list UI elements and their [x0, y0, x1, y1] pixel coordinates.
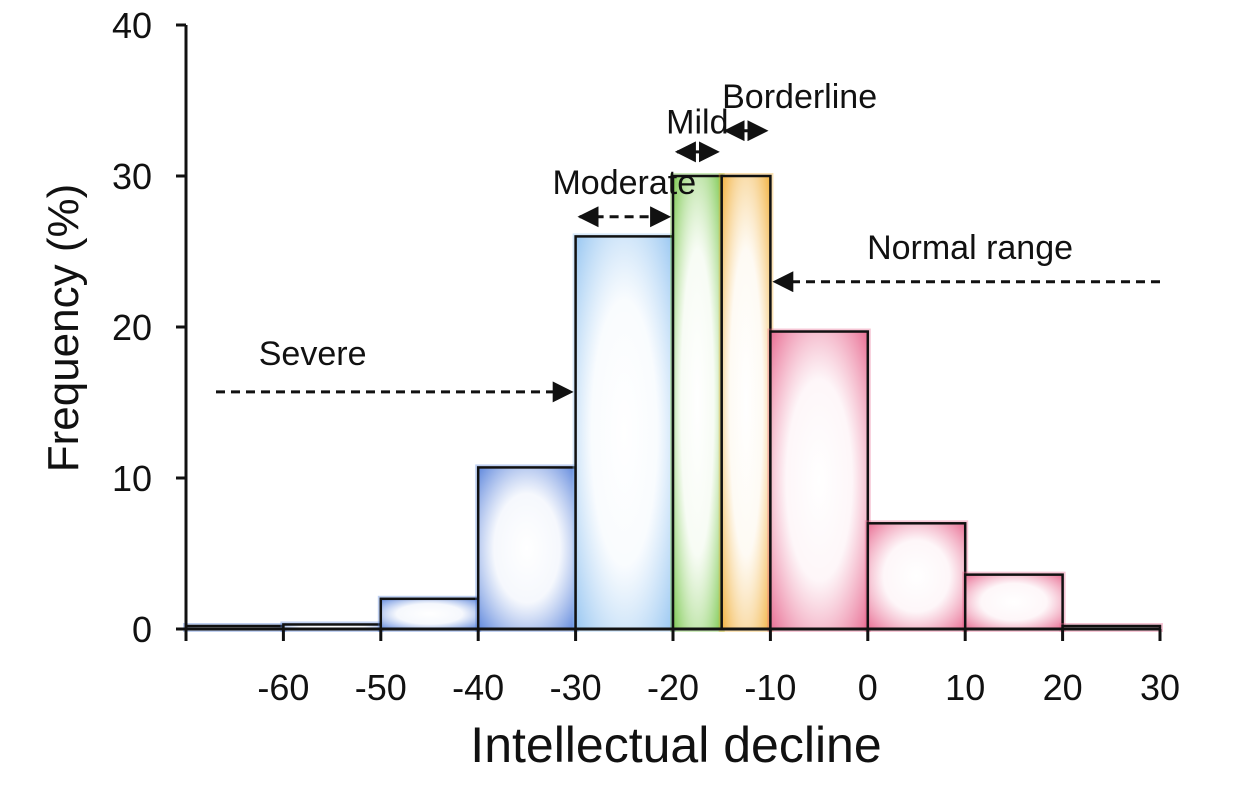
bar-mild [671, 174, 723, 631]
x-tick-label: -50 [355, 667, 407, 708]
y-tick-label: 30 [112, 156, 152, 197]
y-tick-label: 20 [112, 307, 152, 348]
bar-severe [476, 466, 577, 631]
y-axis-title: Frequency (%) [39, 184, 88, 473]
axes-layer: 0 10 20 30 40 -60 -50 -40 -30 -20 -10 0 10 20 30 [112, 5, 1180, 708]
x-tick-label: -10 [744, 667, 796, 708]
annotation-label-severe: Severe [259, 335, 367, 373]
x-tick-label: 0 [858, 667, 878, 708]
annotation-label-moderate: Moderate [552, 164, 696, 202]
annotation-label-normal-range: Normal range [867, 229, 1073, 267]
bar-severe [379, 597, 480, 631]
bar-normal-range [866, 522, 967, 631]
bar-borderline [720, 174, 772, 631]
x-tick-label: -60 [257, 667, 309, 708]
bar-normal-range [963, 573, 1064, 631]
bar-moderate [574, 235, 675, 631]
x-axis-title: Intellectual decline [470, 717, 881, 773]
y-tick-label: 40 [112, 5, 152, 46]
x-tick-label: 20 [1043, 667, 1083, 708]
x-tick-label: 30 [1140, 667, 1180, 708]
bars-layer [183, 173, 1163, 632]
bar-normal-range [769, 330, 870, 631]
x-tick-label: -20 [647, 667, 699, 708]
x-tick-label: 10 [945, 667, 985, 708]
x-tick-label: -30 [550, 667, 602, 708]
y-tick-label: 0 [132, 609, 152, 650]
y-tick-label: 10 [112, 458, 152, 499]
annotation-label-mild: Mild [666, 104, 728, 142]
x-tick-label: -40 [452, 667, 504, 708]
annotation-label-borderline: Borderline [722, 78, 877, 116]
